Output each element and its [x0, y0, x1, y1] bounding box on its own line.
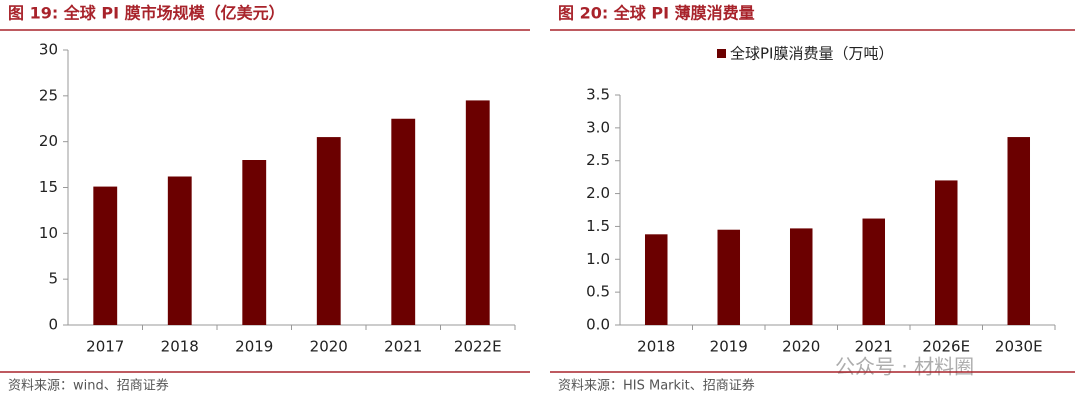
y-tick-label: 5	[48, 270, 58, 288]
y-tick-label: 3.0	[586, 118, 610, 136]
source: 资料来源：wind、招商证券	[8, 378, 169, 394]
watermark: 公众号 · 材料圈	[835, 355, 974, 379]
bar	[93, 186, 118, 325]
source: 资料来源：HIS Markit、招商证券	[558, 378, 755, 394]
bar	[644, 234, 668, 325]
x-tick-label: 2021	[384, 338, 422, 356]
y-tick-label: 0	[48, 316, 58, 334]
x-tick-label: 2018	[161, 338, 199, 356]
x-tick-label: 2021	[855, 338, 893, 356]
y-tick-label: 25	[39, 86, 58, 104]
y-tick-label: 15	[39, 178, 58, 196]
y-tick-label: 2.5	[586, 151, 610, 169]
y-tick-label: 30	[39, 41, 58, 59]
x-tick-label: 2030E	[995, 338, 1043, 356]
y-tick-label: 20	[39, 132, 58, 150]
y-tick-label: 0.0	[586, 316, 610, 334]
bar	[242, 160, 267, 325]
x-tick-label: 2019	[235, 338, 273, 356]
bar	[316, 137, 341, 325]
bar	[934, 180, 958, 325]
bar	[465, 100, 490, 326]
bar	[391, 118, 416, 325]
x-tick-label: 2022E	[454, 338, 502, 356]
y-tick-label: 1.5	[586, 217, 610, 235]
y-tick-label: 2.0	[586, 184, 610, 202]
legend-label: 全球PI膜消费量（万吨）	[730, 45, 893, 63]
y-tick-label: 10	[39, 224, 58, 242]
bar	[1007, 137, 1031, 325]
x-tick-label: 2019	[710, 338, 748, 356]
bar	[862, 218, 886, 325]
bar	[717, 229, 741, 325]
y-tick-label: 1.0	[586, 250, 610, 268]
x-tick-label: 2020	[310, 338, 348, 356]
x-tick-label: 2020	[782, 338, 820, 356]
x-tick-label: 2017	[86, 338, 124, 356]
y-tick-label: 3.5	[586, 86, 610, 104]
x-tick-label: 2018	[637, 338, 675, 356]
bar	[789, 228, 813, 325]
y-tick-label: 0.5	[586, 283, 610, 301]
legend-swatch	[717, 49, 726, 58]
chart-title: 图 20: 全球 PI 薄膜消费量	[558, 4, 755, 23]
x-tick-label: 2026E	[922, 338, 970, 356]
chart-title: 图 19: 全球 PI 膜市场规模（亿美元）	[8, 4, 285, 23]
bar	[167, 176, 192, 325]
